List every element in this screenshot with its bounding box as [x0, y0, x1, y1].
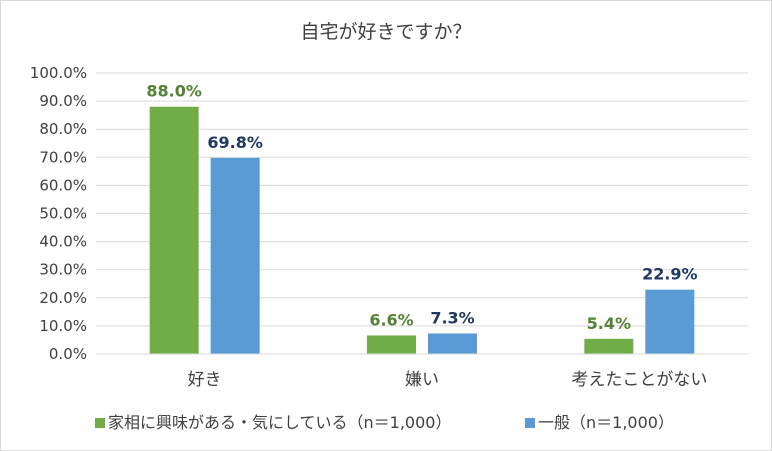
bar-interested [149, 106, 199, 354]
y-tick-label: 50.0% [39, 205, 87, 223]
x-tick-label: 嫌い [405, 370, 439, 390]
data-label: 5.4% [587, 314, 631, 333]
bar-general [645, 289, 695, 354]
y-tick-label: 10.0% [39, 317, 87, 335]
bar-interested [584, 338, 634, 354]
bar-general [428, 333, 477, 354]
y-tick-label: 0.0% [49, 345, 87, 363]
data-label: 7.3% [430, 308, 474, 327]
y-tick-label: 20.0% [39, 289, 87, 307]
bar-general [210, 157, 260, 354]
y-tick-label: 30.0% [39, 261, 87, 279]
bars: 88.0% 69.8% 6.6% 7.3% 5.4% 22.9% [146, 82, 698, 354]
x-tick-label: 考えたことがない [571, 370, 707, 390]
legend-swatch [95, 418, 105, 428]
y-axis: 0.0% 10.0% 20.0% 30.0% 40.0% 50.0% 60.0% 70.0% 8… [30, 64, 87, 363]
y-tick-label: 100.0% [30, 64, 87, 82]
legend: 家相に興味がある・気にしている（n＝1,000） 一般（n＝1,000） [95, 413, 674, 432]
data-label: 22.9% [642, 265, 698, 284]
y-tick-label: 80.0% [39, 120, 87, 138]
legend-label: 一般（n＝1,000） [538, 413, 674, 432]
legend-swatch [525, 418, 535, 428]
y-tick-label: 90.0% [39, 92, 87, 110]
data-label: 6.6% [369, 310, 413, 329]
chart-title: 自宅が好きですか？ [300, 21, 471, 43]
y-tick-label: 40.0% [39, 233, 87, 251]
gridlines [96, 72, 748, 355]
x-axis: 好き 嫌い 考えたことがない [96, 353, 748, 390]
bar-interested [367, 335, 416, 354]
y-tick-label: 60.0% [39, 176, 87, 194]
data-label: 69.8% [207, 133, 263, 152]
data-label: 88.0% [146, 82, 202, 101]
legend-label: 家相に興味がある・気にしている（n＝1,000） [108, 413, 451, 432]
y-tick-label: 70.0% [39, 148, 87, 166]
x-tick-label: 好き [188, 370, 222, 390]
